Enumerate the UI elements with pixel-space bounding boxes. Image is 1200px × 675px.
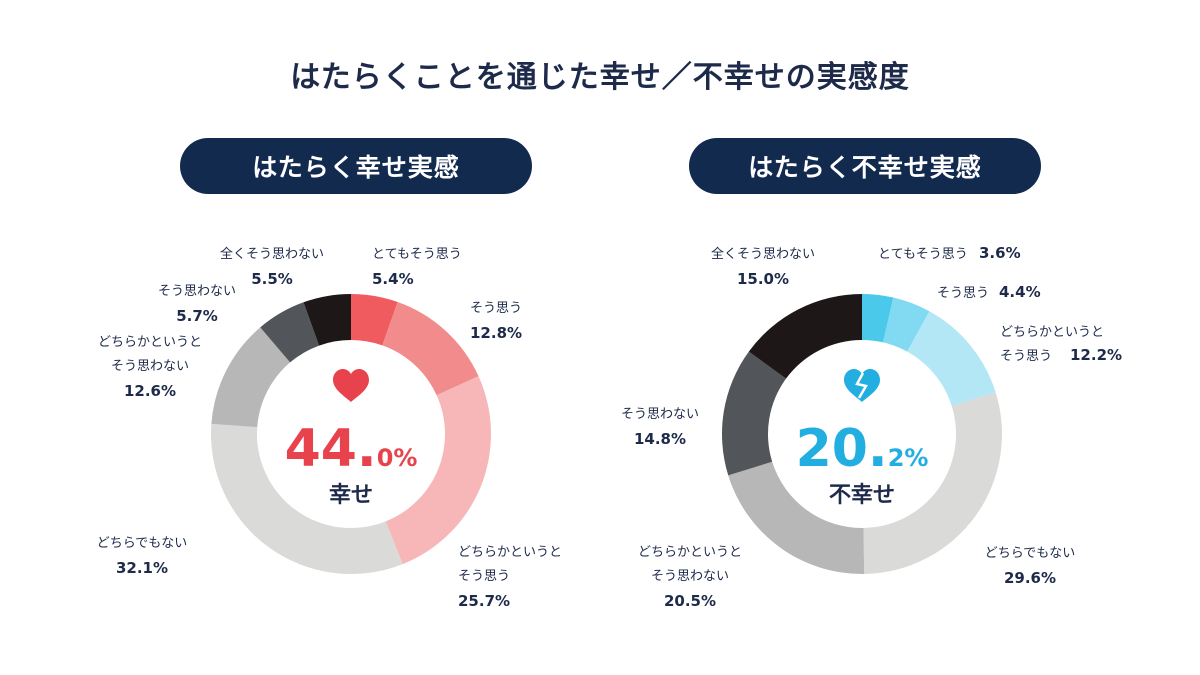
unhappiness-percent: 20.2% [796, 419, 929, 479]
donut-slice [721, 351, 787, 476]
page-title: はたらくことを通じた幸せ／不幸せの実感度 [290, 60, 910, 95]
slice-value: 12.8% [470, 324, 522, 342]
slice-value: 25.7% [458, 592, 510, 610]
donut-slice [883, 297, 930, 352]
donut-slice [748, 294, 862, 379]
broken-heart-crack [855, 372, 868, 399]
slice-value: 12.6% [124, 382, 176, 400]
donut-slice [862, 294, 894, 343]
happiness-donut [211, 294, 491, 575]
unhappiness-percent-int: 20. [796, 419, 888, 479]
unhappiness-center-label: 不幸せ [829, 482, 895, 508]
slice-value: 14.8% [634, 430, 686, 448]
slice-label: そう思わない [621, 407, 699, 422]
slice-label: そう思う [1000, 349, 1052, 364]
slice-value: 29.6% [1004, 569, 1056, 587]
slice-label: そう思う [470, 301, 522, 316]
slice-label: とてもそう思う [372, 247, 462, 262]
happiness-percent-dec: 0% [377, 444, 418, 472]
slice-label: どちらかというと [458, 545, 562, 560]
donut-slice [385, 376, 491, 565]
happiness-percent: 44.0% [285, 419, 418, 479]
happiness-percent-int: 44. [285, 419, 377, 479]
slice-label: どちらでもない [985, 546, 1076, 561]
slice-value: 5.7% [176, 307, 218, 325]
slice-label: そう思わない [158, 284, 236, 299]
donut-slice [211, 327, 291, 428]
donut-slice [728, 461, 865, 575]
slice-label: 全くそう思わない [711, 246, 815, 262]
donut-slice [382, 302, 479, 396]
happiness-chart-title: はたらく幸せ実感 [180, 138, 532, 194]
slice-value: 12.2% [1070, 346, 1122, 364]
slice-label: そう思わない [651, 569, 729, 584]
heart-icon [333, 369, 369, 402]
slice-label: とてもそう思う [878, 247, 968, 262]
slice-label: そう思う [937, 286, 989, 301]
donut-slice [351, 294, 398, 346]
happiness-labels: とてもそう思う5.4%そう思う12.8%どちらかというとそう思う25.7%どちら… [97, 246, 562, 610]
happiness-center-label: 幸せ [329, 482, 373, 508]
slice-label: どちらでもない [97, 536, 188, 551]
donut-slice [907, 311, 996, 406]
slice-value: 32.1% [116, 559, 168, 577]
slice-label: そう思わない [111, 359, 189, 374]
unhappiness-percent-dec: 2% [888, 444, 929, 472]
slice-label: どちらかというと [98, 335, 202, 350]
slice-value: 20.5% [664, 592, 716, 610]
slice-value: 5.4% [372, 270, 414, 288]
slice-value: 5.5% [251, 270, 293, 288]
slice-label: どちらかというと [638, 545, 742, 560]
slice-label: どちらかというと [1000, 325, 1104, 340]
donut-slice [303, 294, 351, 346]
slice-value: 15.0% [737, 270, 789, 288]
slice-label: そう思う [458, 569, 510, 584]
donut-slice [260, 302, 320, 363]
donut-slice [211, 423, 403, 575]
slice-label: 全くそう思わない [220, 246, 324, 262]
slice-value: 4.4% [999, 283, 1041, 301]
donut-slice [863, 392, 1002, 574]
unhappiness-chart-title: はたらく不幸せ実感 [689, 138, 1041, 194]
slice-value: 3.6% [979, 244, 1021, 262]
unhappiness-donut [721, 294, 1002, 575]
